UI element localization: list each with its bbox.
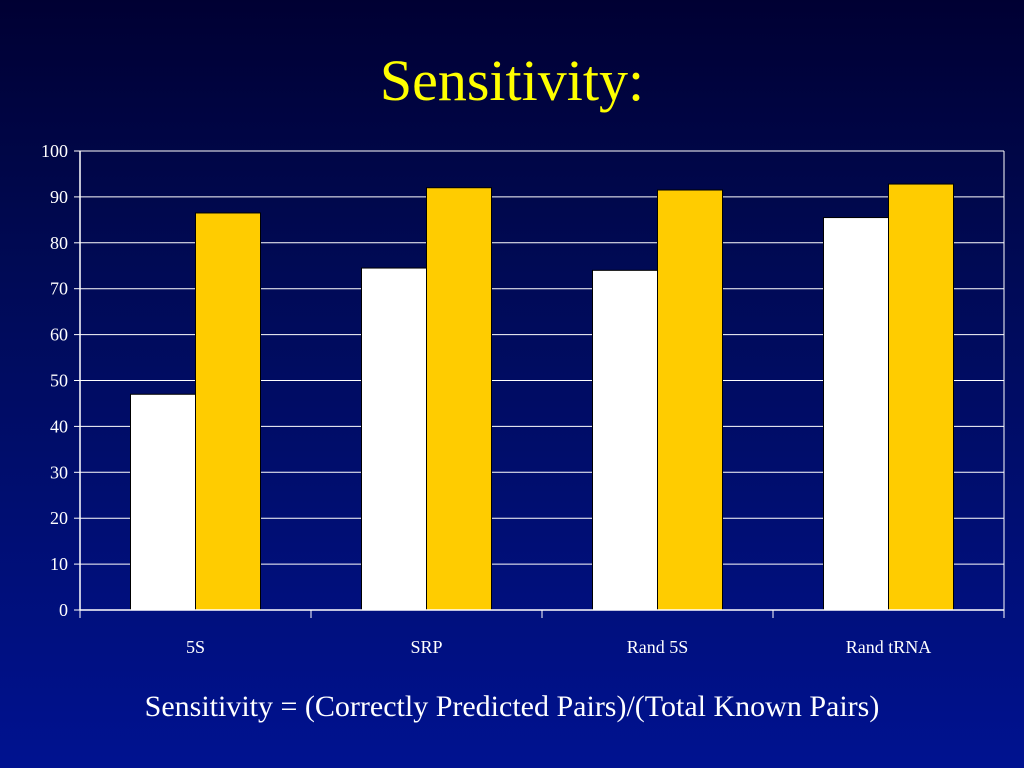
bar-gold-rand-5s — [657, 189, 723, 611]
x-tick-label: 5S — [186, 637, 205, 657]
bar-gold-rand-trna — [888, 183, 954, 611]
bars — [130, 183, 954, 611]
bar-white-srp — [361, 267, 427, 611]
y-tick-label: 0 — [59, 600, 68, 620]
bar-gold-5s — [195, 212, 261, 611]
y-tick-label: 20 — [50, 508, 68, 528]
x-tick-label: Rand tRNA — [846, 637, 932, 657]
y-tick-label: 40 — [50, 416, 68, 436]
x-tick-label: Rand 5S — [627, 637, 689, 657]
bar-white-rand-trna — [823, 217, 889, 611]
y-tick-label: 70 — [50, 279, 68, 299]
y-tick-label: 80 — [50, 233, 68, 253]
y-tick-label: 50 — [50, 371, 68, 391]
x-tick-label: SRP — [410, 637, 442, 657]
sensitivity-definition: Sensitivity = (Correctly Predicted Pairs… — [144, 690, 880, 723]
bar-white-rand-5s — [592, 269, 658, 611]
axes — [74, 150, 1005, 618]
y-tick-label: 100 — [41, 141, 68, 161]
bar-white-5s — [130, 393, 196, 611]
y-tick-label: 90 — [50, 187, 68, 207]
y-tick-label: 30 — [50, 462, 68, 482]
tick-labels: 0 10 20 30 40 50 60 70 80 90 100 5S SRP Rand 5S Rand t… — [41, 141, 931, 657]
bar-gold-srp — [426, 187, 492, 611]
y-tick-label: 60 — [50, 325, 68, 345]
y-tick-label: 10 — [50, 554, 68, 574]
slide-title: Sensitivity: — [379, 48, 645, 113]
